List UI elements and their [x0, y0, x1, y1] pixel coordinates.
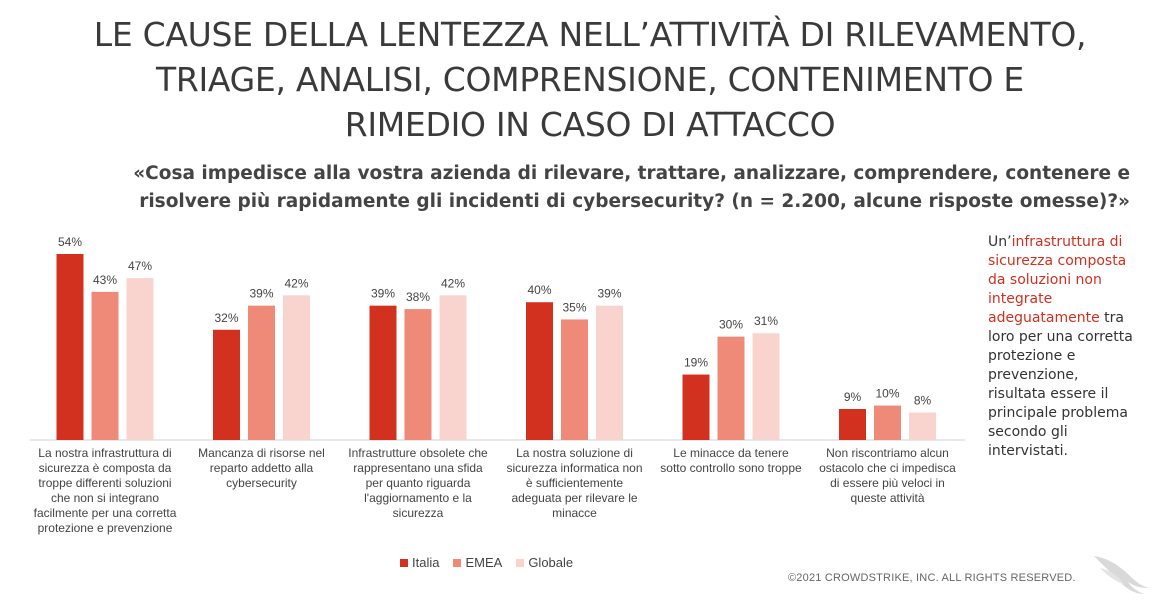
category-label-line: queste attività: [850, 491, 924, 505]
category-label-line: l'aggiornamento e la: [364, 491, 472, 505]
category-label-line: reparto addetto alla: [210, 461, 314, 475]
data-label: 32%: [214, 311, 238, 325]
chart-legend: Italia EMEA Globale: [400, 555, 573, 570]
legend-label-globale: Globale: [528, 555, 574, 570]
category-label: La nostra infrastruttura di sicurezza è c…: [34, 446, 177, 535]
data-label: 39%: [371, 287, 395, 301]
data-label: 9%: [844, 390, 862, 404]
data-label: 30%: [719, 318, 743, 332]
data-label: 39%: [597, 287, 621, 301]
bar-emea-5: [874, 405, 901, 440]
data-label: 31%: [754, 314, 778, 328]
category-label-line: cybersecurity: [226, 476, 297, 490]
bar-globale-1: [283, 295, 310, 440]
category-label-line: sicurezza è composta da: [39, 461, 172, 475]
category-label: La nostra soluzione di sicurezza informat…: [506, 446, 642, 520]
category-label: Non riscontriamo alcun ostacolo che ci im…: [819, 446, 956, 505]
data-label: 8%: [914, 393, 932, 407]
bar-italia-5: [839, 409, 866, 440]
data-label: 42%: [284, 276, 308, 290]
category-label-line: sicurezza informatica non: [506, 461, 642, 475]
category-label: Mancanza di risorse nel reparto addetto a…: [198, 446, 325, 490]
legend-label-emea: EMEA: [465, 555, 503, 570]
category-label-line: adeguata per rilevare le: [511, 491, 637, 505]
bar-globale-0: [126, 278, 154, 440]
category-label-line: Mancanza di risorse nel: [198, 446, 325, 460]
bar-italia-1: [213, 329, 240, 440]
category-label-line: minacce: [552, 506, 597, 520]
bar-emea-0: [91, 291, 119, 440]
bar-emea-1: [248, 305, 275, 440]
bar-chart: 54%43%47%La nostra infrastruttura di sicu…: [30, 235, 965, 535]
bar-globale-5: [909, 412, 936, 440]
side-note-suffix: tra loro per una corretta protezione e p…: [988, 310, 1133, 459]
copyright-text: ©2021 CROWDSTRIKE, INC. ALL RIGHTS RESER…: [788, 572, 1076, 584]
data-label: 35%: [562, 300, 586, 314]
legend-swatch-globale: [516, 558, 525, 567]
legend-swatch-italia: [400, 558, 408, 567]
data-label: 47%: [128, 259, 152, 273]
category-label-line: Infrastrutture obsolete che: [348, 446, 488, 460]
category-label-line: Non riscontriamo alcun: [826, 446, 949, 460]
chart-title: LE CAUSE DELLA LENTEZZA NELL’ATTIVITÀ DI…: [40, 12, 1140, 147]
data-label: 19%: [684, 356, 708, 370]
category-label-line: che non si integrano: [51, 491, 159, 505]
category-label-line: è sufficientemente: [526, 476, 623, 490]
subtitle-line: «Cosa impedisce alla vostra azienda di r…: [133, 163, 1130, 184]
data-label: 54%: [58, 235, 82, 249]
bar-italia-3: [526, 302, 553, 440]
data-label: 40%: [527, 283, 551, 297]
side-note-highlight: infrastruttura di sicurezza composta da …: [988, 234, 1127, 326]
bar-italia-2: [369, 305, 397, 440]
legend-item-globale: Globale: [516, 555, 573, 570]
title-line: RIMEDIO IN CASO DI ATTACCO: [344, 105, 836, 144]
category-label-line: protezione e prevenzione: [38, 521, 173, 535]
bar-emea-3: [561, 319, 588, 440]
legend-item-italia: Italia: [400, 555, 439, 570]
side-note-prefix: Un’: [988, 234, 1012, 250]
category-label-line: sicurezza: [393, 506, 444, 520]
data-label: 10%: [875, 387, 899, 401]
bar-italia-4: [682, 374, 710, 440]
category-label-line: La nostra infrastruttura di: [38, 446, 171, 460]
category-label: Infrastrutture obsolete che rappresentano…: [348, 446, 488, 520]
bar-globale-3: [596, 305, 623, 440]
category-label-line: facilmente per una corretta: [34, 506, 177, 520]
legend-swatch-emea: [453, 558, 462, 567]
bar-emea-2: [404, 309, 432, 440]
category-label-line: Le minacce da tenere: [673, 446, 789, 460]
data-label: 42%: [441, 276, 465, 290]
legend-item-emea: EMEA: [453, 555, 502, 570]
data-label: 43%: [93, 273, 117, 287]
category-label-line: La nostra soluzione di: [516, 446, 633, 460]
bar-globale-2: [439, 295, 467, 440]
data-label: 39%: [249, 287, 273, 301]
category-label-line: per quanto riguarda: [366, 476, 471, 490]
falcon-logo-icon: [1094, 556, 1148, 594]
subtitle-line: risolvere più rapidamente gli incidenti …: [139, 191, 1130, 212]
bar-italia-0: [56, 254, 84, 440]
legend-label-italia: Italia: [412, 555, 440, 570]
side-note: Un’infrastruttura di sicurezza composta …: [988, 233, 1138, 461]
bar-emea-4: [717, 336, 745, 440]
bar-globale-4: [752, 333, 780, 440]
data-label: 38%: [406, 290, 430, 304]
title-line: TRIAGE, ANALISI, COMPRENSIONE, CONTENIME…: [156, 60, 1024, 99]
title-line: LE CAUSE DELLA LENTEZZA NELL’ATTIVITÀ DI…: [93, 15, 1087, 54]
chart-subtitle: «Cosa impedisce alla vostra azienda di r…: [30, 160, 1130, 216]
category-label-line: troppe differenti soluzioni: [38, 476, 171, 490]
category-label: Le minacce da tenere sotto controllo sono…: [660, 446, 802, 475]
category-label-line: di essere più veloci in: [830, 476, 945, 490]
category-label-line: rappresentano una sfida: [353, 461, 483, 475]
category-label-line: sotto controllo sono troppe: [660, 461, 802, 475]
category-label-line: ostacolo che ci impedisca: [819, 461, 956, 475]
